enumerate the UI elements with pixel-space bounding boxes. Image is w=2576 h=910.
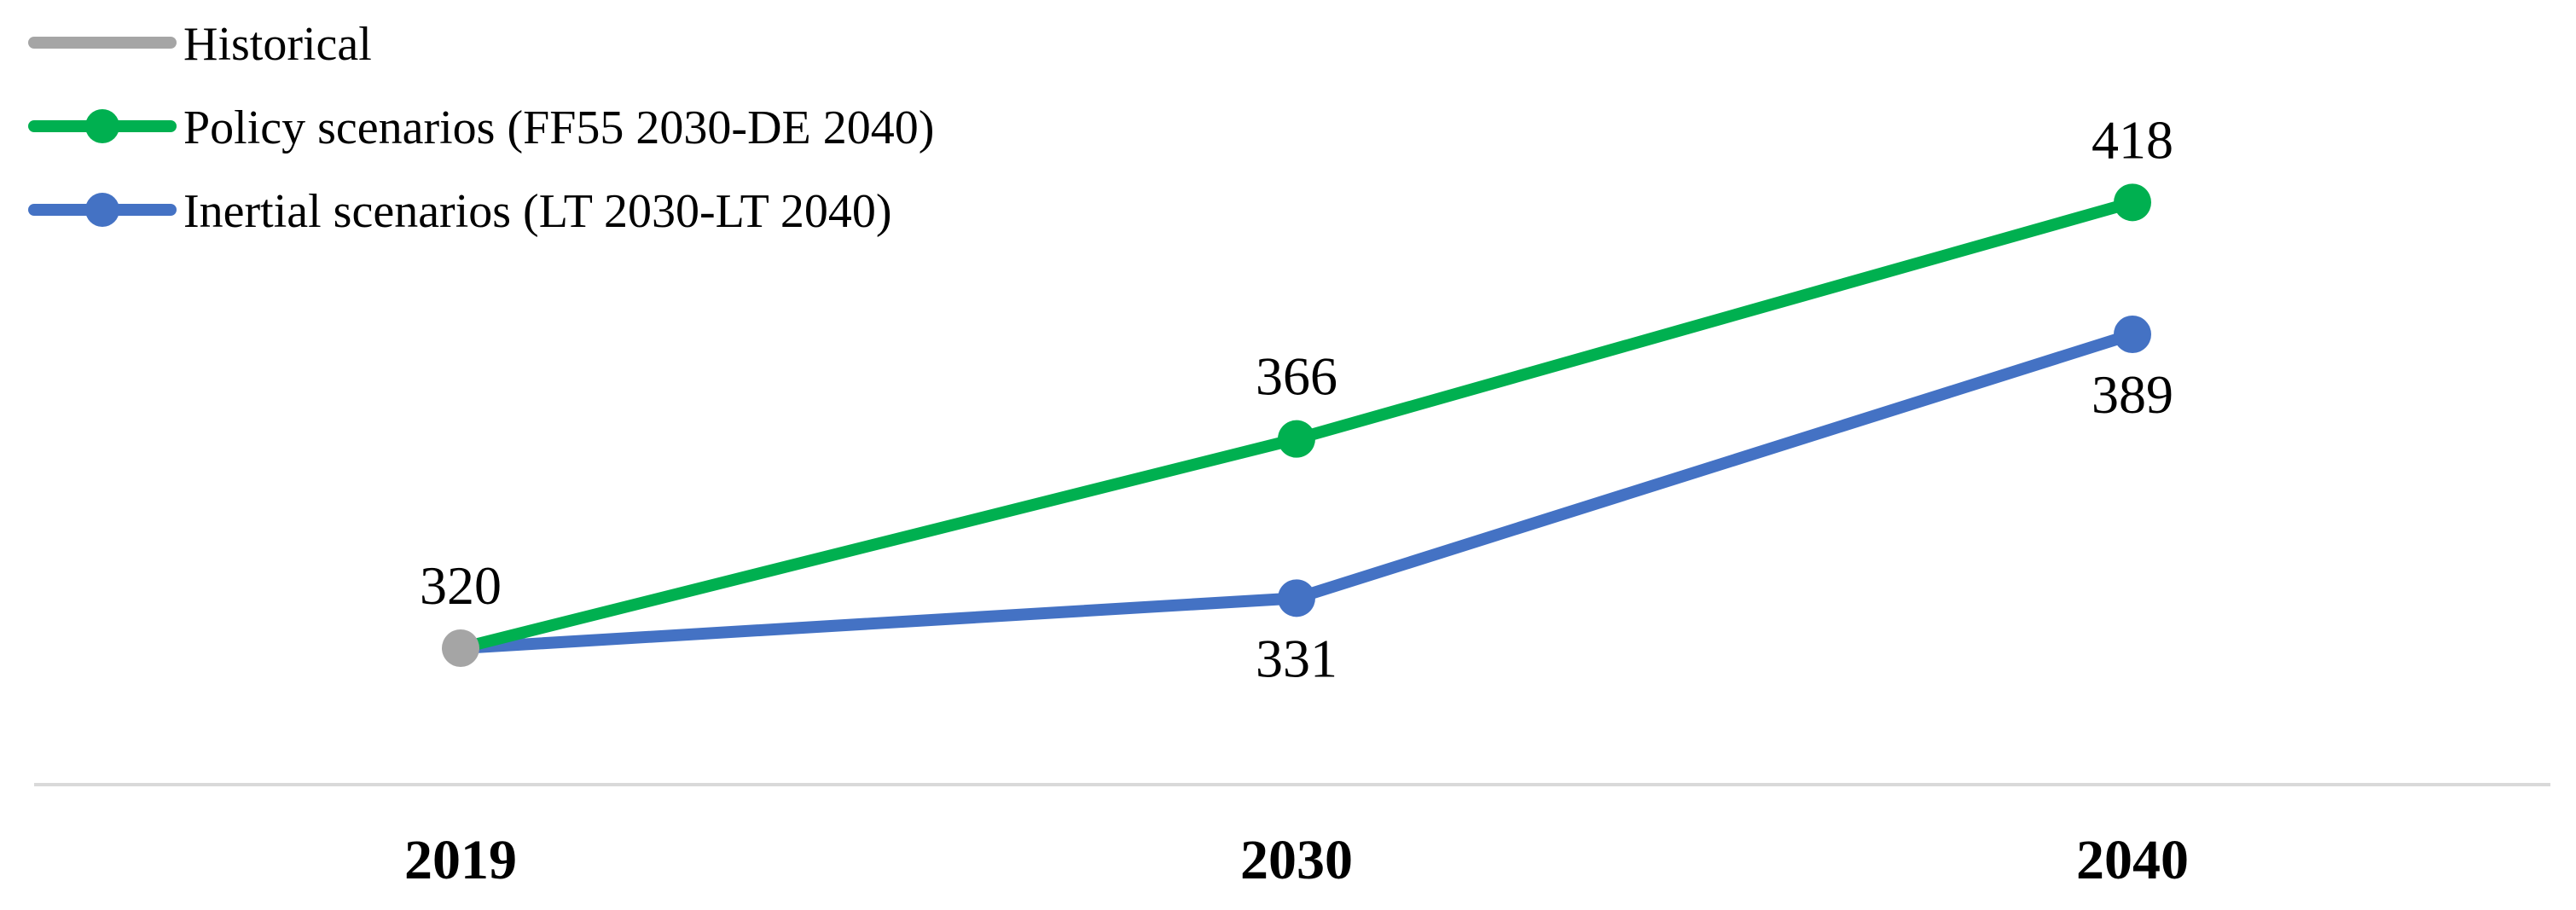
legend-label-1: Policy scenarios (FF55 2030-DE 2040) — [183, 101, 934, 154]
x-axis-ticks: 2019 2030 2040 — [404, 829, 2189, 891]
legend-label-0: Historical — [183, 18, 372, 71]
data-point-2-1 — [1278, 579, 1315, 617]
plot-area: 320 366 418 331 389 2019 2030 2040 — [34, 109, 2550, 891]
legend-marker-1 — [85, 109, 119, 143]
data-point-2-2 — [2114, 316, 2151, 353]
data-point-1-2 — [2114, 183, 2151, 222]
legend-marker-2 — [85, 193, 119, 227]
x-tick-label-2: 2040 — [2076, 829, 2189, 891]
data-label-2-1: 331 — [1256, 628, 1337, 688]
series-points — [442, 183, 2151, 667]
x-tick-label-1: 2030 — [1240, 829, 1353, 891]
data-label-1-2: 418 — [2092, 109, 2173, 170]
legend: Historical Policy scenarios (FF55 2030-DE… — [28, 18, 934, 238]
x-tick-label-0: 2019 — [404, 829, 517, 891]
data-point-1-1 — [1278, 420, 1315, 458]
data-label-0-0: 320 — [420, 555, 502, 616]
data-point-0-0 — [442, 629, 479, 667]
data-labels: 320 366 418 331 389 — [420, 109, 2173, 688]
data-label-2-2: 389 — [2092, 364, 2173, 425]
legend-label-2: Inertial scenarios (LT 2030-LT 2040) — [183, 185, 892, 238]
data-label-1-1: 366 — [1256, 346, 1337, 407]
